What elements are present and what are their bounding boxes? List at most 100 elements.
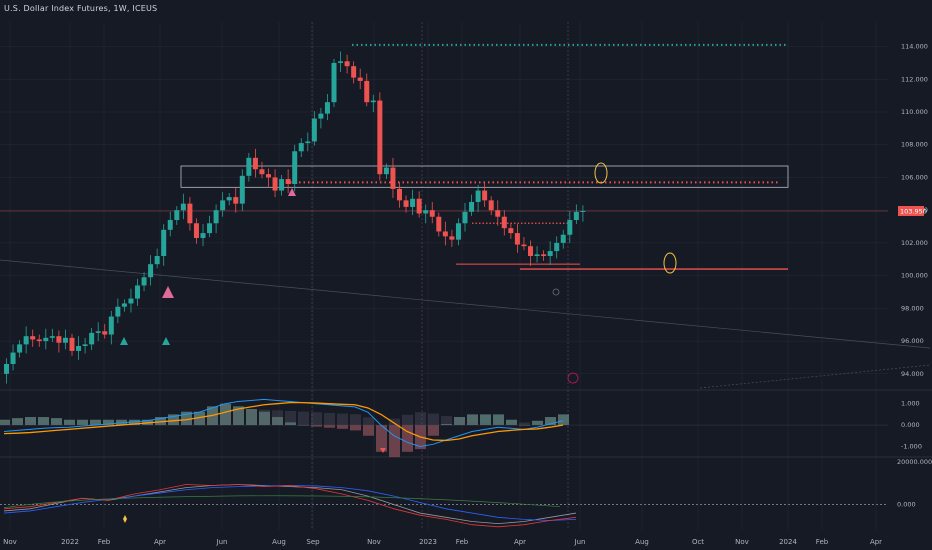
candle-body [239, 175, 245, 204]
candle-body [305, 141, 311, 144]
candle-body [226, 197, 232, 201]
candle-body [449, 236, 455, 240]
oscillator-line [3, 484, 577, 525]
candle-body [56, 336, 62, 343]
macd-envelope-bar [324, 412, 335, 426]
macd-histogram-bar [324, 425, 335, 428]
macd-envelope-bar [142, 422, 153, 426]
candle-body [272, 177, 278, 191]
y-tick-label: 106.000 [901, 173, 928, 181]
oscillator-line [3, 485, 577, 521]
trendline [699, 364, 931, 389]
macd-histogram-bar [259, 411, 270, 426]
macd-histogram-bar [90, 419, 101, 426]
macd-histogram-bar [363, 425, 374, 436]
macd-envelope-bar [12, 421, 23, 426]
candle-body [43, 337, 49, 342]
macd-envelope-bar [168, 419, 179, 426]
candle-body [554, 242, 560, 252]
macd-histogram-bar [168, 414, 179, 426]
y-tick-label: 108.000 [901, 141, 928, 149]
candle-body [462, 211, 468, 224]
macd-histogram-bar [506, 419, 517, 426]
candle-body [233, 197, 239, 204]
y-tick-label: 98.000 [901, 304, 924, 312]
candle-body [351, 66, 357, 78]
signal-triangle-up [162, 286, 174, 298]
x-tick-label: Feb [456, 538, 469, 546]
event-marker [552, 288, 560, 296]
diamond-marker [123, 515, 127, 523]
candle-body [534, 254, 540, 256]
candle-body [115, 306, 121, 317]
candle-body [357, 77, 363, 81]
macd-envelope-bar [64, 423, 75, 426]
candle-body [213, 210, 219, 224]
macd-envelope-bar [0, 421, 10, 426]
macd-histogram-bar [194, 411, 205, 426]
x-tick-label: Feb [816, 538, 829, 546]
current-price-label: 103.950 [900, 208, 927, 216]
candle-body [141, 277, 147, 286]
candle-body [560, 234, 566, 243]
candle-body [482, 190, 488, 201]
candle-body [338, 61, 344, 63]
candle-body [501, 216, 507, 229]
macd-envelope-bar [155, 421, 166, 426]
macd-envelope-bar [389, 418, 400, 426]
candle-body [298, 143, 304, 152]
candle-body [580, 211, 586, 212]
trendline [0, 259, 931, 349]
macd-envelope-bar [480, 422, 491, 426]
macd-histogram-bar [64, 419, 75, 426]
macd-histogram-bar [337, 425, 348, 429]
signal-triangle-up [120, 337, 128, 345]
chart-title: U.S. Dollar Index Futures, 1W, ICEUS [4, 4, 158, 13]
macd-histogram-bar [246, 409, 257, 426]
candle-body [455, 223, 461, 240]
candle-body [423, 210, 429, 214]
candle-body [220, 200, 226, 211]
candle-body [508, 228, 514, 234]
macd-y-tick-label: 1.000 [901, 400, 920, 408]
candle-body [318, 113, 324, 119]
candle-body [285, 179, 291, 184]
candle-body [200, 233, 206, 238]
macd-histogram-bar [519, 425, 530, 426]
candle-body [469, 202, 475, 212]
candle-body [36, 339, 42, 342]
candle-body [488, 200, 494, 211]
osc-y-tick-label: 0.000 [897, 501, 916, 509]
candle-body [180, 203, 186, 211]
x-tick-label: Aug [635, 538, 649, 546]
y-tick-label: 102.000 [901, 239, 928, 247]
y-tick-label: 100.000 [901, 272, 928, 280]
macd-histogram-bar [12, 418, 23, 426]
macd-envelope-bar [558, 422, 569, 426]
macd-histogram-bar [38, 417, 49, 426]
x-tick-label: Nov [367, 538, 381, 546]
x-tick-label: 2023 [419, 538, 437, 546]
candle-body [121, 303, 127, 307]
markers [120, 162, 677, 523]
candle-body [442, 231, 448, 237]
macd-envelope-bar [363, 417, 374, 426]
oscillator-pane [3, 484, 577, 528]
candle-body [279, 179, 285, 191]
candle-body [82, 344, 88, 346]
macd-histogram-bar [233, 406, 244, 426]
macd-pane [0, 398, 888, 458]
candle-body [187, 203, 193, 224]
candle-body [148, 264, 154, 278]
oscillator-line [3, 495, 561, 509]
macd-histogram-bar [285, 422, 296, 426]
macd-envelope-bar [194, 417, 205, 426]
macd-histogram-bar [389, 425, 400, 458]
macd-histogram-bar [350, 425, 361, 431]
signal-line [3, 401, 564, 442]
candle-body [259, 169, 265, 175]
candle-body [324, 102, 330, 114]
candle-body [76, 346, 82, 351]
candle-body [383, 167, 389, 175]
